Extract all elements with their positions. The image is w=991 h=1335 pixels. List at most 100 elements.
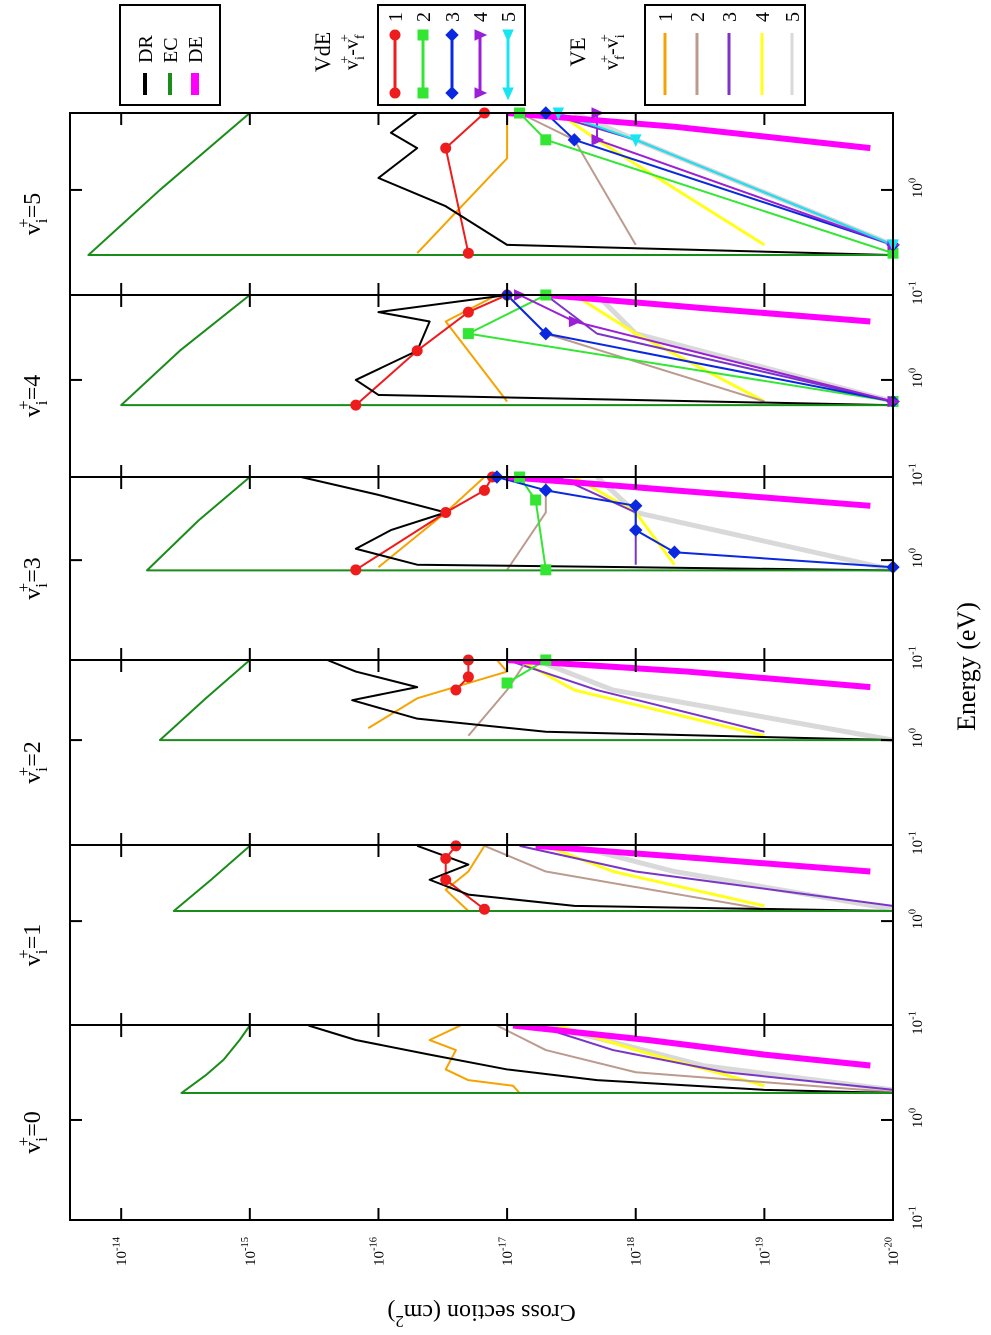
marker [474, 87, 488, 99]
data-line [534, 660, 893, 743]
legend-subtitle-part: + [598, 34, 613, 42]
panel-title-part: =0 [20, 1111, 46, 1137]
panel-title-part: i [32, 767, 51, 772]
x-tick-label-part: 0 [907, 728, 918, 733]
marker [629, 134, 642, 148]
legend-label: 3 [719, 12, 741, 22]
x-tick-label-part: 10 [910, 1113, 926, 1128]
y-tick-label-part: 10 [757, 1251, 773, 1266]
legend-subtitle-part: + [598, 55, 613, 63]
y-axis-label-part: Cross section (cm [403, 1299, 575, 1325]
data-line [180, 1025, 893, 1095]
marker [417, 87, 429, 99]
legend-label: 5 [498, 12, 520, 22]
panel-title-part: i [32, 583, 51, 588]
marker [667, 545, 682, 559]
y-tick-label-part: -18 [626, 1237, 637, 1251]
data-line [496, 477, 893, 569]
legend-label: 4 [470, 12, 492, 22]
panel [146, 477, 893, 573]
x-tick-label-part: 10 [910, 1020, 926, 1035]
y-tick-label-part: 10 [371, 1251, 387, 1266]
panel-title-part: i [32, 218, 51, 223]
data-line [506, 660, 871, 691]
panel-frame [69, 112, 894, 296]
panel-title: vi+=3 [14, 557, 51, 600]
marker [568, 315, 582, 328]
panel-title-part: v [20, 954, 46, 966]
legend-box [644, 4, 806, 106]
marker [501, 677, 513, 689]
legend-subtitle-part: + [338, 56, 353, 64]
data-line [377, 113, 893, 257]
x-tick-label: 100 [907, 909, 926, 929]
marker [440, 853, 452, 865]
x-tick-label-part: 0 [907, 178, 918, 183]
panel-title-part: i [32, 400, 51, 405]
y-tick-label-part: 10 [243, 1251, 259, 1266]
y-tick-label: 10-14 [111, 1236, 130, 1266]
legend-title: VE [565, 37, 590, 66]
legend-label: 1 [385, 12, 407, 22]
x-tick-label-part: 0 [907, 548, 918, 553]
data-line [506, 660, 765, 733]
x-tick-label-part: -1 [907, 1011, 918, 1020]
legend-label: 4 [752, 12, 774, 22]
panel-title-part: v [20, 772, 46, 784]
panel-title-part: v [20, 223, 46, 235]
panel-title-part: =3 [20, 557, 46, 583]
marker [350, 399, 362, 411]
x-tick-label-part: 10 [910, 914, 926, 929]
data-line [355, 295, 508, 406]
panel-frame [69, 844, 894, 1026]
data-line [484, 845, 765, 911]
x-tick-label-part: 10 [910, 553, 926, 568]
x-tick-label: 10-1 [907, 1206, 926, 1230]
x-tick-label: 10-1 [907, 281, 926, 305]
panel-frame [69, 294, 894, 478]
legend-subtitle: vf+-vi+ [598, 34, 628, 70]
x-axis-label: Energy (eV) [952, 602, 981, 731]
data-line [467, 660, 528, 737]
data-line [158, 660, 893, 742]
legend-subtitle-part: f [613, 55, 628, 60]
marker [539, 483, 553, 498]
x-tick-label-part: -1 [907, 831, 918, 840]
marker [474, 29, 488, 41]
x-tick-label-part: 10 [910, 840, 926, 855]
legend-title: VdE [310, 32, 335, 72]
x-tick-label-part: 10 [910, 373, 926, 388]
panel-title: vi+=2 [14, 741, 51, 784]
marker [440, 506, 452, 518]
y-tick-label-part: -17 [497, 1237, 508, 1251]
panel [180, 1025, 893, 1095]
legend-label: 3 [442, 12, 464, 22]
panel-title-part: =5 [20, 193, 46, 219]
legend-subtitle-part: -v [341, 39, 363, 56]
y-tick-label-part: -14 [111, 1236, 122, 1251]
data-line [496, 1025, 893, 1094]
data-line [146, 477, 893, 572]
legend-subtitle-part: i [613, 34, 628, 38]
marker [478, 903, 490, 915]
panel [87, 113, 893, 257]
marker [445, 86, 459, 100]
x-tick-label-part: 10 [910, 472, 926, 487]
panel-title-part: + [14, 767, 33, 776]
y-tick-label-part: -20 [883, 1237, 894, 1251]
legend-label: 5 [782, 12, 804, 22]
x-tick-label: 10-1 [907, 646, 926, 670]
x-tick-label: 10-1 [907, 1011, 926, 1035]
y-tick-label-part: 10 [500, 1251, 516, 1266]
y-axis-label-part: 2 [395, 1312, 403, 1331]
x-tick-label-part: 0 [907, 368, 918, 373]
y-tick-label-part: 10 [629, 1251, 645, 1266]
x-tick-label-part: 10 [910, 1215, 926, 1230]
y-axis-label-part: ) [387, 1299, 395, 1325]
marker [567, 133, 582, 147]
marker [539, 326, 553, 341]
panel-title: vi+=5 [14, 193, 51, 236]
panel-title: vi+=1 [14, 924, 51, 967]
x-tick-label: 100 [907, 1108, 926, 1128]
